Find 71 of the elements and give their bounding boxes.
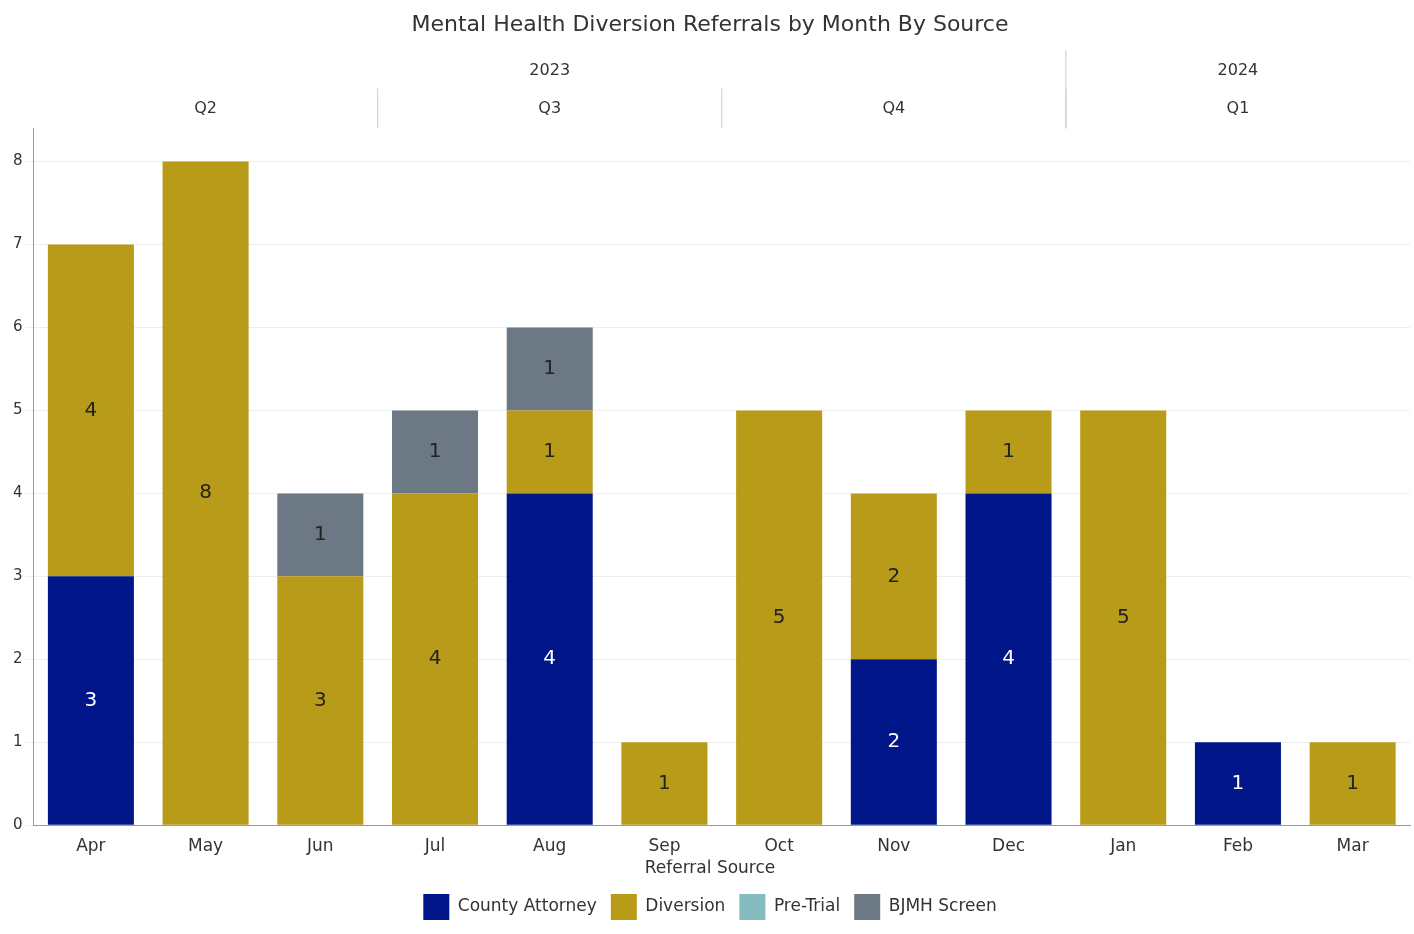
- data-label: 1: [1346, 769, 1360, 794]
- y-tick-label: 8: [13, 151, 23, 170]
- text: Q4: [882, 97, 906, 117]
- chart-title: Mental Health Diversion Referrals by Month By Source: [411, 10, 1009, 36]
- bar: [506, 327, 593, 411]
- bar: [1080, 410, 1167, 825]
- text: Q1: [1226, 97, 1250, 117]
- legend-label: BJMH Screen: [888, 895, 997, 916]
- x-tick-label: Nov: [877, 834, 911, 855]
- data-label: 1: [428, 438, 442, 463]
- x-tick-label: Mar: [1336, 834, 1369, 855]
- data-label: 4: [543, 645, 557, 670]
- data-label: 4: [84, 396, 98, 421]
- data-label: 1: [1231, 769, 1245, 794]
- data-label: 8: [199, 479, 212, 504]
- bar: [506, 410, 593, 494]
- data-label: 4: [428, 645, 442, 670]
- x-tick-label: Oct: [764, 834, 795, 855]
- bar: [392, 493, 479, 825]
- data-label: 3: [313, 686, 327, 711]
- legend-title: Referral Source: [644, 856, 776, 877]
- y-tick-label: 1: [13, 732, 23, 751]
- bar: [47, 244, 134, 577]
- bar: [850, 493, 937, 660]
- data-label: 1: [543, 438, 557, 463]
- data-label: 2: [887, 562, 901, 587]
- x-tick-label: May: [188, 834, 224, 855]
- x-tick-label: Jan: [1109, 834, 1137, 855]
- data-label: 5: [1116, 603, 1130, 628]
- x-tick-label: Apr: [76, 834, 106, 855]
- bar: [277, 493, 364, 577]
- legend-label: Pre-Trial: [773, 895, 841, 916]
- text: 2024: [1217, 59, 1259, 79]
- y-tick-label: 6: [13, 317, 23, 336]
- data-label: 1: [1002, 438, 1015, 463]
- y-tick-label: 3: [13, 566, 23, 585]
- y-tick-label: 2: [13, 649, 23, 668]
- data-label: 3: [84, 686, 98, 711]
- y-tick-label: 4: [13, 483, 23, 502]
- bar: [277, 576, 364, 825]
- data-label: 5: [772, 603, 786, 628]
- x-tick-label: Dec: [992, 834, 1025, 855]
- bar: [1309, 742, 1396, 825]
- data-label: 2: [887, 728, 901, 753]
- bar: [392, 410, 479, 494]
- data-label: 1: [543, 355, 557, 380]
- bar: [621, 742, 708, 825]
- data-label: 4: [1002, 645, 1015, 670]
- bar: [47, 576, 134, 825]
- bar: [850, 659, 937, 825]
- x-tick-label: Jul: [423, 834, 446, 855]
- y-tick-label: 0: [13, 815, 23, 834]
- x-tick-label: Feb: [1222, 834, 1253, 855]
- bar: [162, 161, 249, 825]
- bar: [965, 493, 1052, 825]
- legend-label: County Attorney: [457, 895, 597, 916]
- x-tick-label: Aug: [533, 834, 567, 855]
- bar: [965, 410, 1052, 494]
- text: 2023: [529, 59, 571, 79]
- bar: [1194, 742, 1281, 825]
- x-tick-label: Jun: [306, 834, 334, 855]
- text: Q3: [538, 97, 562, 117]
- x-tick-label: Sep: [648, 834, 681, 855]
- data-label: 1: [658, 769, 671, 794]
- legend-label: Diversion: [645, 895, 726, 916]
- y-tick-label: 5: [13, 400, 23, 419]
- bar: [506, 493, 593, 825]
- y-tick-label: 7: [13, 234, 23, 253]
- bar: [736, 410, 823, 825]
- text: Q2: [194, 97, 217, 117]
- data-label: 1: [313, 521, 327, 546]
